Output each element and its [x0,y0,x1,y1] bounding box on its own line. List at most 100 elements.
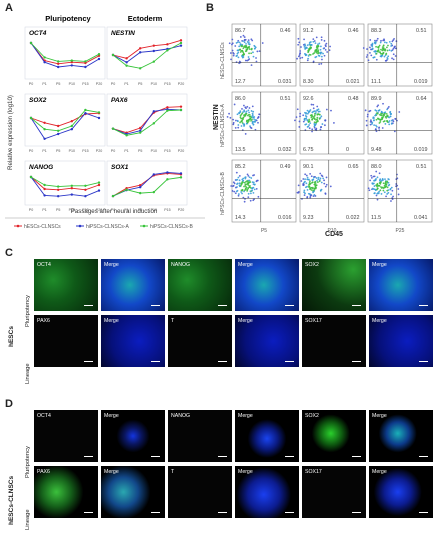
x-tick-label: P0 [29,82,33,86]
data-point [70,187,74,190]
quadrant-value: 0.041 [414,215,428,221]
quadrant-value: 0.51 [280,96,291,102]
col-title-pluripotency: Pluripotency [45,14,91,23]
panel-label-c: C [5,247,13,259]
data-point [179,41,183,45]
micrograph-merge-0-1: Merge [101,410,165,462]
stain-label: SOX17 [305,469,322,475]
panel-d-row-pluripotency: Pluripotency [25,446,31,478]
stain-label: OCT4 [37,413,51,419]
stain-label: SOX2 [305,413,319,419]
quadrant-value: 0.48 [348,96,359,102]
x-tick-label: P10 [69,208,75,212]
data-point [125,134,128,137]
data-point [139,129,142,132]
micrograph-merge-1-5: Merge [369,466,433,518]
gene-label: OCT4 [29,30,47,37]
x-tick-label: P1 [124,82,128,86]
x-tick-label: P10 [151,149,157,153]
data-point [57,124,60,128]
data-point [70,193,74,196]
gene-label: SOX1 [111,164,129,171]
stain-label: Merge [238,262,253,268]
micrograph-merge-0-3: Merge [235,259,299,311]
stain-label: SOX2 [305,262,319,268]
micrograph-sox17-1-4: SOX17 [302,315,366,367]
col-title-ectoderm: Ectoderm [128,14,163,23]
quadrant-value: 0.016 [278,215,292,221]
data-point [43,56,46,59]
data-point [125,61,128,64]
stain-label: Merge [104,469,119,475]
x-tick-label: P1 [42,149,46,153]
chart-frame [106,26,188,80]
data-point [97,116,101,120]
data-point [84,65,87,69]
micrograph-merge-1-1: Merge [101,315,165,367]
data-point [166,49,169,52]
legend-entry: hiPSCs-CLNSCs-B [140,224,193,230]
flow-col-label: P25 [396,228,405,234]
quadrant-value: 0.022 [346,215,360,221]
quadrant-value: 11.5 [371,215,381,221]
data-point [139,184,142,187]
data-point [111,53,115,57]
flow-plot: 91.2 0.46 8.30 0.021 [296,23,365,87]
gene-label: SOX2 [29,97,47,104]
panel-c-row-lineage: Lineage [25,363,31,384]
micrograph-merge-1-1: Merge [101,466,165,518]
quadrant-value: 6.75 [303,147,314,153]
data-point [179,39,183,42]
data-point [70,120,74,123]
series-line [112,45,182,63]
series-line [30,176,100,191]
data-point [166,43,169,46]
series-line [30,42,100,62]
data-point [152,110,155,113]
flow-plot: 89.9 0.64 9.48 0.019 [364,91,433,155]
panel-a-xlabel: Passages after neural induction [71,208,158,215]
legend-entry: hESCs-CLNSCs [14,224,61,230]
data-point [139,51,142,54]
data-point [139,186,142,189]
quadrant-value: 92.6 [303,96,314,102]
data-point [97,181,101,184]
scale-bar [218,304,227,306]
x-tick-label: P1 [42,208,46,212]
data-point [57,62,60,65]
line-chart-nanog: NANOG P0 P1 P5 P10 P15 P20 [24,160,106,212]
series-line [112,39,182,59]
chart-frame [24,93,106,147]
panel-c-side-label: hESCs [8,326,15,347]
scale-bar [419,511,428,513]
flow-plot: 88.3 0.51 11.1 0.019 [362,23,433,87]
series-line [30,109,100,132]
x-tick-label: P15 [164,149,170,153]
data-point [166,171,169,174]
scale-bar [84,304,93,306]
flow-col-label: P5 [261,228,267,234]
scale-bar [218,360,227,362]
series-line [112,176,182,197]
stain-label: NANOG [171,413,191,419]
stain-label: T [171,469,175,475]
data-point [57,185,60,188]
x-tick-label: P5 [56,82,60,86]
scale-bar [151,360,160,362]
quadrant-value: 0.46 [280,28,291,34]
data-point [179,105,183,108]
series-line [112,108,182,135]
x-tick-label: P0 [29,208,33,212]
data-point [179,44,183,47]
micrograph-nanog-0-2: NANOG [168,410,232,462]
legend-label: hiPSCs-CLNSCs-A [86,224,129,230]
scale-bar [285,455,294,457]
micrograph-merge-0-3: Merge [235,410,299,462]
x-tick-label: P0 [29,149,33,153]
stain-label: Merge [372,318,387,324]
micrograph-pax6-1-0: PAX6 [34,315,98,367]
data-point [57,188,60,191]
x-tick-label: P5 [138,149,142,153]
scale-bar [352,511,361,513]
quadrant-value: 0.032 [278,147,292,153]
